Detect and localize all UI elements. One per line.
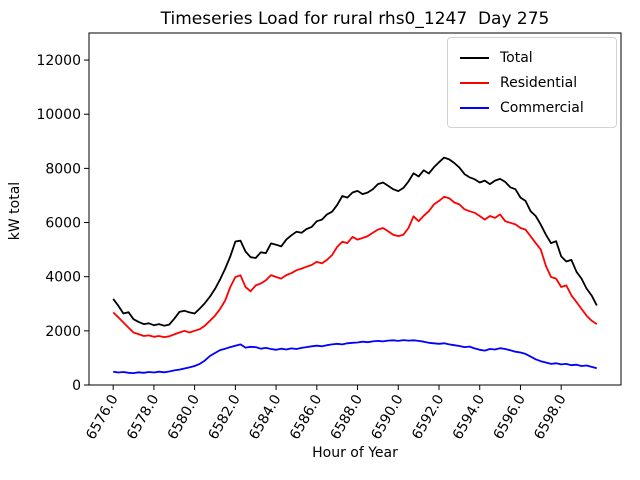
x-tick-label: 6582.0 (205, 392, 243, 442)
x-tick-label: 6578.0 (124, 392, 162, 442)
legend-entry-total: Total (460, 45, 608, 70)
y-tick-label: 8000 (45, 161, 81, 177)
legend-entry-residential: Residential (460, 70, 608, 95)
axes-frame (88, 32, 622, 386)
legend-line-sample-commercial (460, 106, 489, 109)
series-line-commercial (113, 339, 598, 375)
y-axis-label: kW total (7, 181, 23, 241)
x-tick-label: 6598.0 (531, 392, 569, 442)
series-line-residential (112, 195, 598, 339)
x-tick-label: 6590.0 (368, 392, 406, 442)
y-tick-label: 2000 (45, 324, 81, 340)
x-axis-label: Hour of Year (312, 445, 398, 461)
x-tick-label: 6592.0 (409, 392, 447, 442)
x-tick-label: 6576.0 (83, 392, 121, 442)
x-tick-label: 6588.0 (328, 392, 366, 442)
series-line-total (112, 156, 598, 327)
legend-line-sample-residential (460, 81, 489, 84)
legend-label: Commercial (500, 99, 584, 116)
legend-label: Residential (500, 74, 578, 91)
x-tick-label: 6594.0 (450, 392, 488, 442)
chart-title: Timeseries Load for rural rhs0_1247 Day … (160, 9, 550, 29)
y-tick-label: 0 (72, 378, 81, 394)
y-tick-label: 12000 (36, 53, 81, 69)
y-tick-label: 10000 (36, 107, 81, 123)
legend: Total Residential Commercial (447, 37, 617, 128)
y-tick-label: 4000 (45, 270, 81, 286)
x-tick-label: 6586.0 (287, 392, 325, 442)
x-tick-label: 6596.0 (491, 392, 529, 442)
legend-entry-commercial: Commercial (460, 95, 608, 120)
x-tick-label: 6584.0 (246, 392, 284, 442)
legend-label: Total (500, 49, 533, 66)
y-tick-label: 6000 (45, 216, 81, 232)
x-tick-label: 6580.0 (165, 392, 203, 442)
legend-line-sample-total (460, 56, 489, 59)
